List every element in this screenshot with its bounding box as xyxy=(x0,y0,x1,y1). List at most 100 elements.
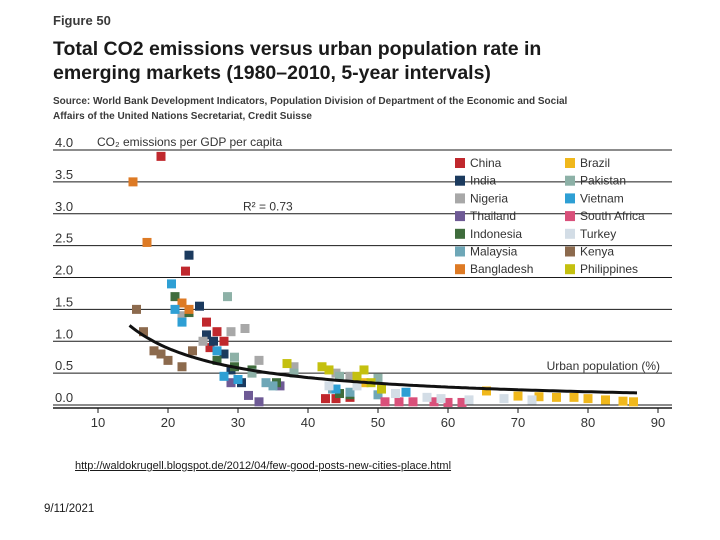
x-tick-label: 90 xyxy=(651,415,665,430)
data-point-turkey xyxy=(324,381,334,391)
data-point-india xyxy=(219,349,229,359)
legend-swatch xyxy=(565,211,575,222)
legend-swatch xyxy=(565,246,575,257)
data-point-indonesia xyxy=(170,292,180,302)
data-point-indonesia xyxy=(212,355,222,365)
data-point-philippines xyxy=(282,359,292,369)
data-point-vietnam xyxy=(233,375,243,384)
data-point-india xyxy=(195,301,204,311)
data-point-china xyxy=(331,394,341,404)
y-tick-label: 0.5 xyxy=(55,358,73,373)
y-tick-label: 2.0 xyxy=(55,263,73,278)
data-point-brazil xyxy=(583,394,593,404)
y-tick-label: 0.0 xyxy=(55,390,73,405)
legend-swatch xyxy=(565,264,575,275)
legend-swatch xyxy=(455,193,465,204)
y-tick-label: 4.0 xyxy=(55,135,73,150)
data-point-south-africa xyxy=(429,397,439,407)
y-tick-label: 1.0 xyxy=(55,326,73,341)
data-point-brazil xyxy=(629,397,638,407)
data-point-malaysia xyxy=(261,378,271,388)
data-point-turkey xyxy=(422,392,432,402)
title-line-2: emerging markets (1980–2010, 5-year inte… xyxy=(53,62,491,84)
data-point-nigeria xyxy=(198,336,208,346)
data-point-kenya xyxy=(156,349,166,359)
data-point-bangladesh xyxy=(128,177,138,187)
scatter-chart: 0.0 0.5 1.0 1.5 2.0 2.5 3.0 3.5 4.0 10 20 30 40 50 60 7… xyxy=(53,135,672,430)
figure: Figure 50 Total CO2 emissions versus urb… xyxy=(53,13,673,430)
data-point-philippines xyxy=(352,371,362,381)
data-point-vietnam xyxy=(177,317,187,327)
data-point-china xyxy=(205,343,215,353)
data-point-vietnam xyxy=(167,279,176,289)
legend-swatch xyxy=(455,246,465,257)
legend-label: India xyxy=(470,174,496,188)
data-point-kenya xyxy=(139,327,148,337)
legend-label: Nigeria xyxy=(470,191,508,205)
data-point-south-africa xyxy=(443,397,453,407)
legend-label: Kenya xyxy=(580,245,614,259)
data-point-malaysia xyxy=(268,381,278,391)
data-point-pakistan xyxy=(223,292,232,302)
data-point-china xyxy=(219,336,229,346)
data-point-malaysia xyxy=(373,390,383,400)
data-point-brazil xyxy=(618,396,628,406)
trend-line xyxy=(128,324,638,395)
legend-label: Malaysia xyxy=(470,245,518,259)
data-point-malaysia xyxy=(345,387,355,397)
data-point-pakistan xyxy=(373,373,383,383)
data-point-china xyxy=(181,266,190,276)
data-point-philippines xyxy=(359,365,369,375)
data-point-india xyxy=(209,336,218,346)
figure-label: Figure 50 xyxy=(53,13,111,28)
data-point-nigeria xyxy=(177,311,187,321)
data-point-china xyxy=(321,394,330,404)
data-point-nigeria xyxy=(345,371,355,381)
data-point-nigeria xyxy=(289,362,299,372)
data-point-china xyxy=(212,327,222,337)
data-point-turkey xyxy=(391,389,400,399)
y-tick-label: 3.0 xyxy=(55,199,73,214)
source-line-1: Source: World Bank Development Indicator… xyxy=(53,96,568,107)
legend-swatch xyxy=(455,158,465,168)
data-point-pakistan xyxy=(289,368,299,378)
x-tick-label: 70 xyxy=(511,415,525,430)
legend-label: Turkey xyxy=(580,227,616,241)
legend-label: Pakistan xyxy=(580,174,626,188)
x-tick-label: 80 xyxy=(581,415,595,430)
legend-label: Brazil xyxy=(580,156,610,170)
legend-label: China xyxy=(470,156,502,170)
data-point-pakistan xyxy=(335,371,344,381)
data-point-philippines xyxy=(324,365,334,375)
data-point-kenya xyxy=(188,346,197,356)
legend-swatch xyxy=(565,175,575,186)
data-point-kenya xyxy=(177,362,187,372)
data-point-brazil xyxy=(482,386,491,396)
legend-swatch xyxy=(455,175,465,186)
legend-swatch xyxy=(455,264,465,275)
data-point-nigeria xyxy=(254,355,264,365)
data-point-vietnam xyxy=(219,371,229,381)
legend-swatch xyxy=(565,158,575,168)
data-point-nigeria xyxy=(240,324,250,333)
data-point-india xyxy=(184,250,194,260)
date-label: 9/11/2021 xyxy=(44,503,95,515)
data-point-brazil xyxy=(534,392,544,402)
data-point-brazil xyxy=(552,392,561,402)
y-tick-label: 1.5 xyxy=(55,294,73,309)
title-line-1: Total CO2 emissions versus urban populat… xyxy=(53,38,542,60)
figure-source: Source: World Bank Development Indicator… xyxy=(53,94,673,124)
legend-swatch xyxy=(565,193,575,204)
data-point-bangladesh xyxy=(142,237,152,247)
source-link[interactable]: http://waldokrugell.blogspot.de/2012/04/… xyxy=(75,460,452,472)
data-point-brazil xyxy=(601,395,610,405)
data-point-thailand xyxy=(254,397,264,407)
data-point-vietnam xyxy=(331,384,341,394)
r-squared-annotation: R² = 0.73 xyxy=(243,200,293,214)
data-point-turkey xyxy=(499,394,509,404)
data-point-bangladesh xyxy=(184,304,194,314)
x-tick-label: 60 xyxy=(441,415,455,430)
data-point-china xyxy=(156,151,166,161)
x-axis-label: Urban population (%) xyxy=(547,359,660,373)
data-point-thailand xyxy=(226,378,236,388)
